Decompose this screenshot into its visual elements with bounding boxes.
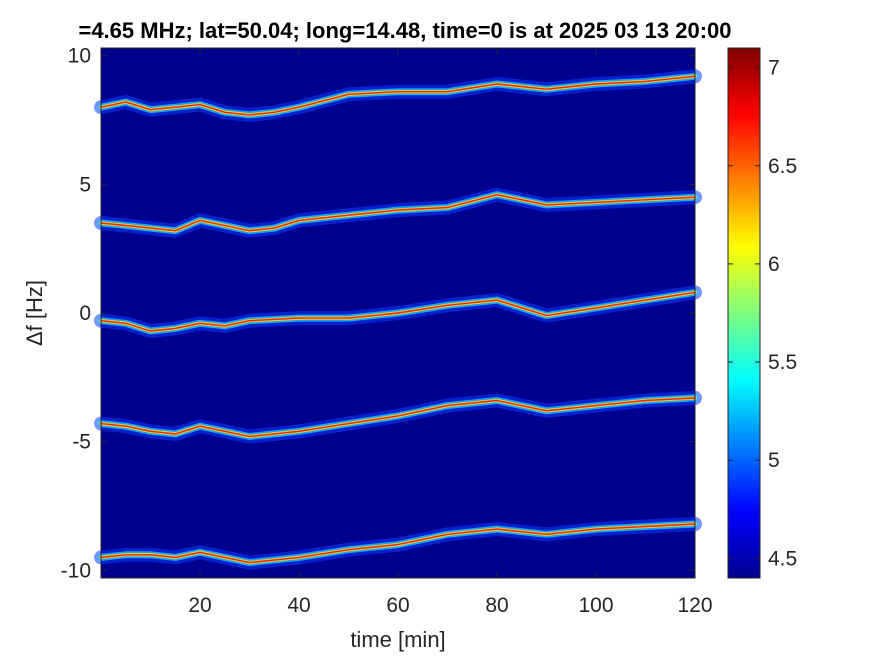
x-tick-label: 20 [188,594,211,617]
x-axis-ticks: 20 40 60 80 100 120 [188,48,713,617]
colorbar-ticks: 7 6.5 6 5.5 5 4.5 [728,57,797,570]
colorbar-tick-label: 6 [768,253,780,276]
trace-2-layer-4 [100,194,696,232]
colorbar-tick-label: 5 [768,449,780,472]
y-tick-label: -10 [61,559,91,582]
y-tick-label: 5 [79,173,91,196]
colorbar-tick-label: 5.5 [768,351,797,374]
x-tick-label: 60 [386,594,409,617]
colorbar-tick-label: 6.5 [768,155,797,178]
x-tick-label: 80 [485,594,508,617]
x-tick-label: 100 [578,594,613,617]
y-axis-ticks: 10 5 0 -5 -10 [61,45,695,582]
trace-4-layer-4 [100,397,696,438]
y-tick-label: 0 [79,302,91,325]
trace-5-layer-4 [100,523,696,564]
x-tick-label: 120 [677,594,712,617]
trace-3-layer-4 [100,291,696,332]
colorbar-tick-label: 7 [768,57,780,80]
chart-title: =4.65 MHz; lat=50.04; long=14.48, time=0… [78,18,731,43]
y-axis-label: Δf [Hz] [22,280,47,346]
colorbar [727,47,761,579]
x-axis-label: time [min] [350,627,445,652]
colorbar-tick-label: 4.5 [768,547,797,570]
x-tick-label: 40 [287,594,310,617]
y-tick-label: 10 [68,45,91,68]
trace-1-layer-4 [100,75,696,116]
heatmap-traces [94,69,702,570]
y-tick-label: -5 [72,431,91,454]
